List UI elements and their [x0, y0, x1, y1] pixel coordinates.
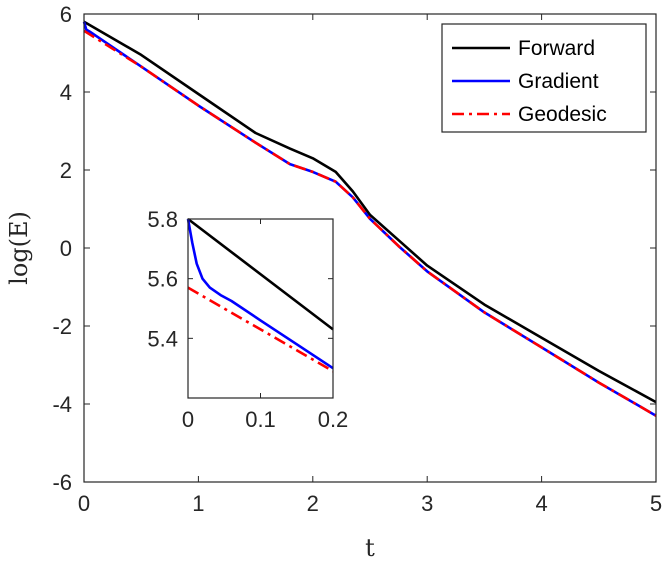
x-tick-label: 0	[78, 491, 90, 516]
inset-series-line-gradient	[186, 218, 334, 370]
main-plot: 0 1 2 3 4 5 -6 -4 -2 0 2 4 6 t log(E)	[5, 2, 662, 562]
x-tick-label: 4	[535, 491, 547, 516]
inset-series-line-forward	[187, 217, 334, 331]
series-line-geodesic	[83, 29, 657, 417]
inset-x-tick-label: 0	[182, 407, 194, 432]
inset-series-line-geodesic	[187, 286, 334, 373]
inset-x-tick-label: 0.2	[318, 407, 349, 432]
inset-background	[188, 219, 333, 398]
x-tick-label: 5	[650, 491, 662, 516]
x-tick-label: 1	[192, 491, 204, 516]
y-tick-label: -6	[52, 470, 72, 495]
inset-plot: 0 0.1 0.2 5.4 5.6 5.8	[147, 207, 348, 432]
legend-label-gradient: Gradient	[518, 70, 599, 93]
legend-label-geodesic: Geodesic	[518, 103, 607, 126]
y-tick-label: 2	[60, 158, 72, 183]
inset-y-tick-label: 5.8	[147, 207, 178, 232]
inset-y-tick-label: 5.6	[147, 267, 178, 292]
legend-label-forward: Forward	[518, 37, 595, 60]
y-axis-label: log(E)	[5, 211, 33, 285]
x-axis-label: t	[365, 534, 375, 562]
inset-y-tick-label: 5.4	[147, 326, 178, 351]
x-tick-label: 3	[421, 491, 433, 516]
y-tick-label: 4	[60, 80, 72, 105]
legend: Forward Gradient Geodesic	[441, 23, 647, 133]
y-tick-label: -4	[52, 392, 72, 417]
inset-x-tick-label: 0.1	[245, 407, 276, 432]
y-tick-label: 0	[60, 236, 72, 261]
legend-box	[441, 23, 647, 133]
y-tick-label: 6	[60, 2, 72, 27]
y-tick-label: -2	[52, 314, 72, 339]
x-tick-label: 2	[307, 491, 319, 516]
series-line-forward	[83, 20, 657, 404]
